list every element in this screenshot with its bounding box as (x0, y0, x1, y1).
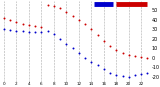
Point (65, 43, 68, 44)
Point (115, 50, 118, 51)
Point (103, 69, 105, 70)
Point (90, 29, 92, 30)
Point (77, 52, 80, 54)
Point (34, 26, 36, 27)
Point (146, 72, 149, 74)
Point (28, 25, 30, 26)
Point (3, 17, 5, 19)
Point (9, 29, 11, 31)
Point (59, 8, 61, 9)
Point (40, 27, 43, 28)
Point (21, 30, 24, 32)
Point (52, 33, 55, 35)
Point (40, 31, 43, 33)
Point (15, 21, 18, 22)
Point (103, 40, 105, 41)
Point (146, 57, 149, 59)
Point (109, 72, 111, 74)
Point (115, 74, 118, 76)
Point (34, 31, 36, 33)
Point (96, 65, 99, 66)
Point (128, 54, 130, 56)
Point (84, 57, 86, 59)
Point (71, 48, 74, 49)
Point (90, 61, 92, 62)
Point (96, 34, 99, 36)
Point (9, 19, 11, 20)
Point (140, 73, 143, 75)
Point (109, 46, 111, 47)
Point (77, 19, 80, 20)
Point (15, 30, 18, 32)
Point (134, 55, 136, 57)
Point (46, 30, 49, 32)
Point (84, 23, 86, 24)
Point (121, 52, 124, 54)
Point (28, 31, 30, 33)
Point (59, 38, 61, 39)
Point (65, 11, 68, 13)
Point (3, 29, 5, 30)
Point (140, 56, 143, 58)
Point (128, 76, 130, 78)
Point (46, 5, 49, 6)
Point (21, 23, 24, 24)
Point (52, 6, 55, 7)
Point (121, 75, 124, 77)
Point (134, 74, 136, 76)
Point (71, 15, 74, 17)
